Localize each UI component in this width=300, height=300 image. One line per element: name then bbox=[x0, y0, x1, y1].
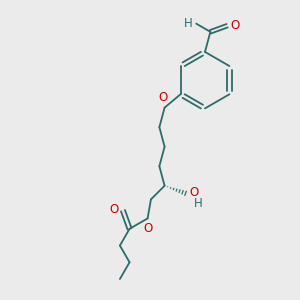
Text: O: O bbox=[189, 186, 199, 199]
Text: H: H bbox=[194, 197, 203, 210]
Text: O: O bbox=[231, 19, 240, 32]
Text: H: H bbox=[184, 17, 193, 30]
Text: O: O bbox=[110, 203, 119, 216]
Text: O: O bbox=[144, 222, 153, 235]
Text: O: O bbox=[158, 91, 168, 104]
